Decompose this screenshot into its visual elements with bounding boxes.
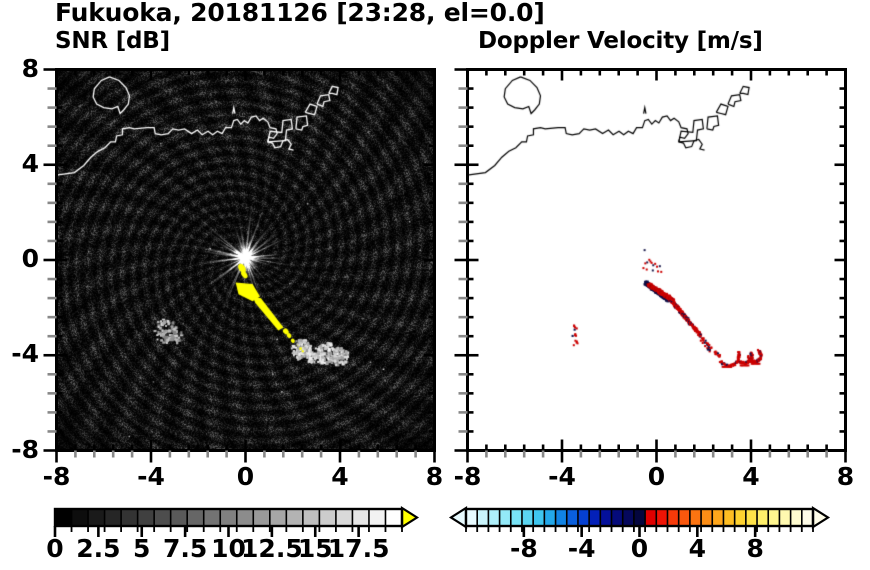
colorbar-tick-label: 17.5 — [327, 534, 390, 563]
colorbar-tick-label: 2.5 — [76, 534, 121, 563]
colorbar-tick-label: 7.5 — [162, 534, 208, 563]
y-tick-label: 8 — [21, 53, 39, 83]
y-tick-label: 4 — [21, 148, 39, 178]
doppler-panel-title: Doppler Velocity [m/s] — [478, 28, 763, 54]
colorbar-tick-label: 5 — [133, 534, 151, 563]
x-tick-label: 0 — [236, 462, 255, 491]
x-tick-label: -8 — [42, 462, 71, 491]
x-tick-label: 4 — [331, 462, 349, 491]
snr-colorbar[interactable] — [53, 505, 420, 537]
colorbar-tick-label: 8 — [746, 534, 764, 563]
x-tick-label: 8 — [425, 462, 444, 491]
doppler-plot-area[interactable] — [466, 68, 847, 452]
doppler-colorbar[interactable] — [448, 505, 831, 537]
doppler-radar-image — [469, 71, 844, 449]
colorbar-tick-label: 12.5 — [241, 534, 303, 563]
colorbar-tick-label: -8 — [509, 534, 538, 563]
colorbar-tick-label: 4 — [688, 534, 707, 563]
colorbar-tick-label: 0 — [630, 534, 649, 563]
snr-panel-title: SNR [dB] — [55, 28, 170, 54]
x-tick-label: -4 — [137, 462, 165, 491]
y-tick-label: 0 — [21, 244, 39, 273]
x-tick-label: 4 — [742, 462, 760, 491]
x-tick-label: 8 — [836, 462, 855, 491]
page-title: Fukuoka, 20181126 [23:28, el=0.0] — [55, 0, 545, 27]
x-tick-label: -4 — [548, 462, 576, 491]
colorbar-tick-label: 10 — [211, 534, 246, 563]
y-tick-label: -8 — [11, 434, 39, 464]
colorbar-tick-label: 15 — [297, 534, 333, 563]
y-tick-label: -4 — [11, 339, 39, 369]
colorbar-tick-label: -4 — [567, 534, 596, 563]
colorbar-tick-label: 0 — [46, 534, 64, 563]
x-tick-label: -8 — [453, 462, 482, 491]
x-tick-label: 0 — [647, 462, 666, 491]
snr-radar-image — [58, 71, 433, 449]
snr-plot-area[interactable] — [55, 68, 436, 452]
